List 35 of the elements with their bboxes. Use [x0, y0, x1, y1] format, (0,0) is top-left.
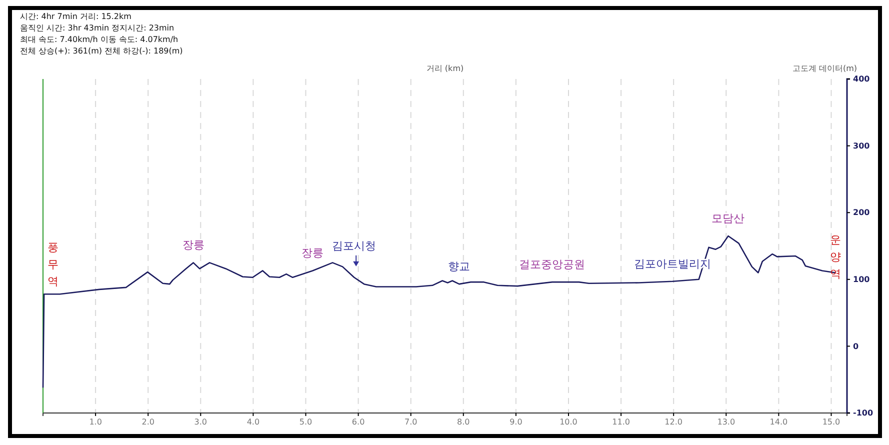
x-tick-label: 11.0 [612, 418, 630, 427]
text: 시간: 4hr 7min 거리: 15.2km [20, 12, 132, 21]
x-tick-label: 7.0 [404, 418, 418, 427]
text: 움직인 시간: 3hr 43min 정지시간: 23min [20, 24, 174, 32]
x-tick-label: 1.0 [89, 418, 102, 427]
x-tick-label: 4.0 [246, 418, 260, 427]
annotation: 걸포중앙공원 [519, 258, 586, 272]
y-tick-label: -100 [853, 408, 874, 418]
x-axis-title: 거리 (km) [426, 64, 464, 73]
x-tick-label: 13.0 [717, 418, 736, 427]
x-tick-label: 5.0 [299, 418, 312, 427]
annotation: 풍무역 [48, 241, 59, 288]
y-axis-title: 고도계 데이터(m) [792, 64, 857, 73]
x-tick-label: 10.0 [560, 418, 578, 427]
annotation: 향교 [448, 260, 470, 274]
x-tick-label: 9.0 [510, 418, 522, 427]
y-tick-label: 400 [853, 74, 870, 84]
y-tick-label: 200 [853, 208, 870, 218]
text: 전체 상승(+): 361(m) 전체 하강(-): 189(m) [20, 46, 183, 56]
annotation: 운양역 [830, 234, 841, 281]
x-tick-label: 12.0 [664, 418, 682, 427]
x-tick-label: 6.0 [352, 418, 365, 427]
annotation: 장릉 [182, 238, 204, 252]
y-tick-label: 300 [853, 141, 870, 150]
y-tick-label: 0 [853, 342, 859, 351]
text: 최대 속도: 7.40km/h 이동 속도: 4.07km/h [20, 35, 178, 44]
annotation: 장릉 [302, 246, 324, 260]
annotation: 김포시청 [332, 239, 376, 252]
x-tick-label: 8.0 [457, 418, 470, 427]
y-tick-label: 100 [853, 274, 870, 284]
x-tick-label: 15.0 [822, 418, 840, 427]
x-tick-label: 2.0 [142, 418, 154, 427]
annotation: 모담산 [712, 212, 745, 225]
x-tick-label: 14.0 [770, 418, 788, 427]
x-tick-label: 3.0 [194, 418, 208, 427]
